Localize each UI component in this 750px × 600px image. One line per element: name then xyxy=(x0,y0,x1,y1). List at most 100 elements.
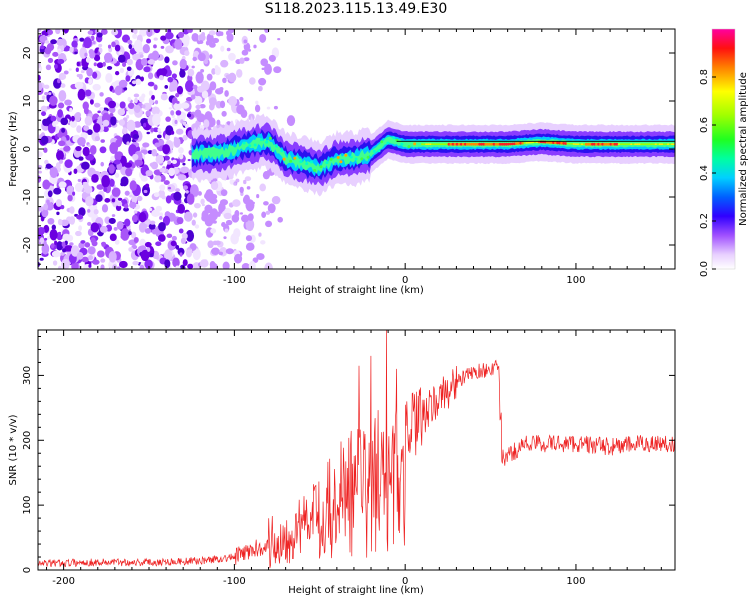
snr-y-tick-label: 300 xyxy=(22,366,33,385)
spectrogram-noise-blob xyxy=(54,63,58,69)
spectrogram-noise-blob xyxy=(219,199,229,206)
spectrogram-noise-blob xyxy=(105,72,113,83)
spectrogram-peak-cell xyxy=(580,143,584,146)
spectrogram-peak-cell xyxy=(642,143,645,146)
spectrogram-noise-blob xyxy=(100,264,105,269)
spectrogram-noise-blob xyxy=(86,67,93,77)
spectrogram-noise-blob xyxy=(99,225,108,233)
spectrogram-peak-cell xyxy=(305,162,309,166)
spectrogram-noise-blob xyxy=(179,252,183,257)
spectrogram-noise-blob xyxy=(179,58,187,70)
spectrogram-peak-cell xyxy=(533,141,537,144)
spectrogram-noise-blob xyxy=(222,261,230,269)
spectrogram-noise-blob xyxy=(111,41,116,48)
spectrogram-noise-blob xyxy=(61,128,66,133)
spectrogram-noise-blob xyxy=(199,104,206,109)
spectrogram-noise-blob xyxy=(44,47,52,55)
spectrogram-noise-blob xyxy=(256,253,265,260)
spectrogram-peak-cell xyxy=(629,143,633,146)
spectrogram-noise-blob xyxy=(175,244,180,250)
spectrogram-noise-blob xyxy=(212,209,217,216)
colorbar-tick-label: 0.2 xyxy=(699,213,710,229)
spectrogram-noise-blob xyxy=(117,54,126,63)
spectrogram-noise-blob xyxy=(93,62,97,67)
spectrogram-noise-blob xyxy=(97,250,105,258)
spectrogram-noise-blob xyxy=(70,245,80,257)
colorbar-tick-label: 0.8 xyxy=(699,69,710,85)
spectrogram-peak-cell xyxy=(349,155,353,159)
spectrogram-noise-blob xyxy=(123,203,129,209)
spectrogram-peak-cell xyxy=(601,142,604,146)
spectrogram-peak-cell xyxy=(453,142,457,146)
spectrogram-noise-blob xyxy=(201,203,205,207)
spectrogram-noise-blob xyxy=(38,74,41,82)
spectrogram-noise-blob xyxy=(40,216,45,222)
spectrogram-noise-blob xyxy=(119,101,126,109)
spectrogram-noise-blob xyxy=(53,246,57,250)
spectrogram-noise-blob xyxy=(75,230,82,237)
spectrogram-noise-blob xyxy=(91,174,99,183)
spectrogram-peak-cell xyxy=(632,143,635,146)
spectrogram-peak-cell xyxy=(664,143,668,146)
spectrogram-noise-blob xyxy=(248,260,256,269)
spectrogram-noise-blob xyxy=(179,264,186,269)
spectrogram-noise-blob xyxy=(120,181,125,187)
spectrogram-noise-blob xyxy=(113,159,121,165)
spectrogram-noise-blob xyxy=(70,115,75,122)
spectrogram-noise-blob xyxy=(204,204,213,214)
spectrogram-noise-blob xyxy=(180,166,190,174)
spectrogram-noise-blob xyxy=(128,231,132,236)
spectrogram-noise-blob xyxy=(236,69,243,78)
spectrogram-noise-blob xyxy=(38,150,43,158)
spectrogram-noise-blob xyxy=(235,178,240,183)
spectrogram-noise-blob xyxy=(258,77,267,86)
spectrogram-noise-blob xyxy=(175,93,180,98)
spectrogram-noise-blob xyxy=(252,257,259,263)
spectrogram-noise-blob xyxy=(113,227,118,231)
spectrogram-peak-cell xyxy=(648,143,652,146)
spectrogram-noise-blob xyxy=(114,239,120,245)
spectrogram-peak-cell xyxy=(611,142,615,146)
spectrogram-noise-blob xyxy=(115,204,122,211)
spectrogram-peak-cell xyxy=(619,143,623,146)
spectrogram-noise-blob xyxy=(158,74,165,81)
spectrogram-noise-blob xyxy=(164,56,170,64)
spectrogram-noise-blob xyxy=(186,193,195,205)
spectrogram-noise-blob xyxy=(187,263,194,269)
snr-y-tick-label: 100 xyxy=(22,496,33,515)
spectrogram-noise-blob xyxy=(184,50,190,57)
spectrogram-noise-blob xyxy=(165,116,171,122)
spectrogram-noise-blob xyxy=(243,57,250,62)
spectrogram-noise-blob xyxy=(93,208,99,215)
spectrogram-noise-blob xyxy=(144,228,152,234)
spectrogram-peak-cell xyxy=(662,143,666,146)
snr-frame xyxy=(37,329,676,571)
spectrogram-noise-blob xyxy=(157,234,166,242)
spectrogram-noise-blob xyxy=(148,90,153,96)
spectrogram-noise-blob xyxy=(38,205,44,212)
spectrogram-plot-area xyxy=(38,29,675,269)
spectrogram-noise-blob xyxy=(245,242,255,251)
spectrogram-noise-blob xyxy=(154,174,162,183)
spectrogram-noise-blob xyxy=(267,203,276,214)
spectrogram-peak-cell xyxy=(607,142,611,146)
spectrogram-noise-blob xyxy=(159,167,166,173)
spectrogram-noise-blob xyxy=(38,170,42,174)
spectrogram-noise-blob xyxy=(93,54,101,62)
spectrogram-noise-blob xyxy=(219,100,226,109)
spectrogram-noise-blob xyxy=(182,162,186,166)
spectrogram-peak-cell xyxy=(498,142,502,146)
spectrogram-noise-blob xyxy=(60,251,65,256)
spectrogram-noise-blob xyxy=(71,40,78,48)
spectrogram-noise-blob xyxy=(78,225,83,232)
spectrogram-peak-cell xyxy=(344,153,348,157)
spectrogram-noise-blob xyxy=(77,137,86,146)
spectrogram-noise-blob xyxy=(180,102,190,109)
spectrogram-noise-blob xyxy=(153,37,158,41)
spectrogram-noise-blob xyxy=(93,120,97,123)
spectrogram-noise-blob xyxy=(50,39,57,45)
colorbar-tick-label: 0.0 xyxy=(699,261,710,277)
spectrogram-noise-blob xyxy=(63,145,71,152)
spectrogram-peak-cell xyxy=(650,143,654,146)
spectrogram-noise-blob xyxy=(211,247,220,255)
